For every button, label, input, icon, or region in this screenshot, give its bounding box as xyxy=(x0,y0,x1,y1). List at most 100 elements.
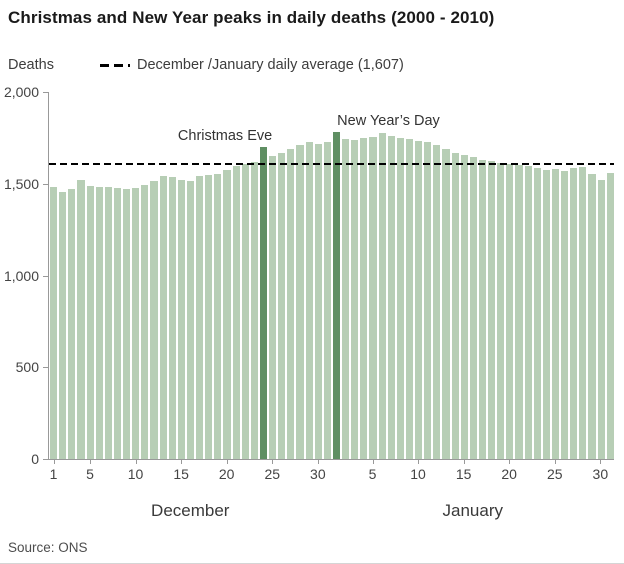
y-axis-title: Deaths xyxy=(8,57,54,73)
bar-january-8 xyxy=(396,137,404,459)
y-tick-label-2000: 2,000 xyxy=(3,84,39,100)
x-tick-december-20 xyxy=(226,459,228,464)
bar-december-16 xyxy=(186,181,194,459)
y-tick-0 xyxy=(43,459,49,460)
x-tick-december-30 xyxy=(317,459,319,464)
bar-january-17 xyxy=(478,159,486,459)
bar-december-13 xyxy=(159,176,167,459)
bar-december-31 xyxy=(323,142,331,459)
bar-december-15 xyxy=(177,180,185,459)
x-tick-january-25 xyxy=(554,459,556,464)
x-tick-january-5 xyxy=(372,459,374,464)
x-tick-label-december-1: 1 xyxy=(49,466,58,482)
x-tick-january-20 xyxy=(509,459,511,464)
bar-january-25 xyxy=(551,169,559,459)
bar-january-16 xyxy=(469,157,477,459)
bar-january-29 xyxy=(588,173,596,459)
bar-december-3 xyxy=(68,189,76,459)
bars-container xyxy=(49,92,614,459)
x-tick-december-10 xyxy=(135,459,137,464)
chart-title: Christmas and New Year peaks in daily de… xyxy=(8,8,495,27)
bar-january-13 xyxy=(442,148,450,459)
bar-december-26 xyxy=(278,153,286,459)
x-tick-december-25 xyxy=(272,459,274,464)
bar-december-5 xyxy=(86,185,94,459)
bar-january-20 xyxy=(506,163,514,459)
y-tick-label-1500: 1,500 xyxy=(3,175,39,192)
month-label-december: December xyxy=(151,501,230,520)
x-tick-label-december-15: 15 xyxy=(173,466,189,482)
bar-january-3 xyxy=(351,139,359,459)
bar-december-7 xyxy=(104,187,112,459)
x-tick-label-january-20: 20 xyxy=(501,466,517,482)
bar-january-11 xyxy=(424,142,432,459)
bar-december-23 xyxy=(250,161,258,459)
bar-january-12 xyxy=(433,145,441,459)
bar-december-2 xyxy=(59,192,67,459)
bar-january-6 xyxy=(378,133,386,459)
y-tick-label-0: 0 xyxy=(31,451,39,467)
x-tick-december-1 xyxy=(53,459,55,464)
bar-december-29 xyxy=(305,142,313,459)
bar-december-6 xyxy=(95,187,103,459)
bar-december-18 xyxy=(205,174,213,459)
average-line xyxy=(49,163,614,166)
bar-january-15 xyxy=(460,155,468,459)
bar-january-7 xyxy=(387,136,395,459)
bar-december-10 xyxy=(132,188,140,459)
bar-january-19 xyxy=(497,162,505,459)
y-tick-500 xyxy=(43,367,49,369)
x-tick-label-december-25: 25 xyxy=(264,466,281,482)
bar-december-11 xyxy=(141,184,149,459)
source-label: Source: ONS xyxy=(8,540,88,555)
x-tick-label-january-15: 15 xyxy=(455,466,472,482)
bar-december-30 xyxy=(314,144,322,459)
bar-january-31 xyxy=(606,172,614,459)
dashed-line-legend-swatch xyxy=(100,63,130,67)
bar-january-5 xyxy=(369,136,377,459)
bar-january-22 xyxy=(524,166,532,459)
bar-january-14 xyxy=(451,152,459,459)
bar-january-28 xyxy=(579,167,587,459)
average-line-legend-label: December /January daily average (1,607) xyxy=(137,57,404,73)
bar-december-12 xyxy=(150,181,158,459)
bar-january-26 xyxy=(561,170,569,459)
x-tick-january-15 xyxy=(463,459,465,464)
bar-january-9 xyxy=(405,138,413,459)
x-tick-label-december-30: 30 xyxy=(310,466,326,482)
bar-december-1 xyxy=(50,187,58,459)
bar-december-22 xyxy=(241,163,249,459)
x-tick-label-december-5: 5 xyxy=(86,466,94,482)
x-tick-label-december-10: 10 xyxy=(127,466,144,482)
bar-december-4 xyxy=(77,180,85,459)
plot-area: Christmas Eve New Year’s Day December Ja… xyxy=(4,84,614,520)
x-tick-label-december-20: 20 xyxy=(218,466,235,482)
new-years-day-annotation: New Year’s Day xyxy=(337,113,440,130)
x-tick-label-january-10: 10 xyxy=(410,466,426,482)
x-tick-label-january-25: 25 xyxy=(546,466,563,482)
bar-december-21 xyxy=(232,166,240,459)
bar-january-24 xyxy=(542,170,550,459)
y-tick-2000 xyxy=(43,92,49,93)
bar-december-9 xyxy=(123,189,131,459)
bar-january-1 xyxy=(332,132,340,459)
bar-december-19 xyxy=(214,173,222,459)
bar-january-23 xyxy=(533,168,541,459)
x-tick-december-15 xyxy=(181,459,183,464)
bar-december-14 xyxy=(168,177,176,459)
bar-january-18 xyxy=(488,160,496,459)
y-tick-label-1000: 1,000 xyxy=(3,267,39,284)
bar-december-24 xyxy=(259,147,267,459)
legend-row: Deaths December /January daily average (… xyxy=(8,57,616,73)
bar-january-4 xyxy=(360,137,368,459)
bar-january-30 xyxy=(597,180,605,459)
bar-december-25 xyxy=(269,156,277,459)
x-tick-label-january-30: 30 xyxy=(592,466,609,482)
bar-december-27 xyxy=(287,148,295,459)
bar-december-8 xyxy=(113,188,121,459)
bar-december-17 xyxy=(196,175,204,459)
average-line-legend: December /January daily average (1,607) xyxy=(100,57,404,73)
x-tick-label-january-5: 5 xyxy=(368,466,377,482)
bar-january-27 xyxy=(570,168,578,459)
y-tick-1500 xyxy=(43,183,49,185)
